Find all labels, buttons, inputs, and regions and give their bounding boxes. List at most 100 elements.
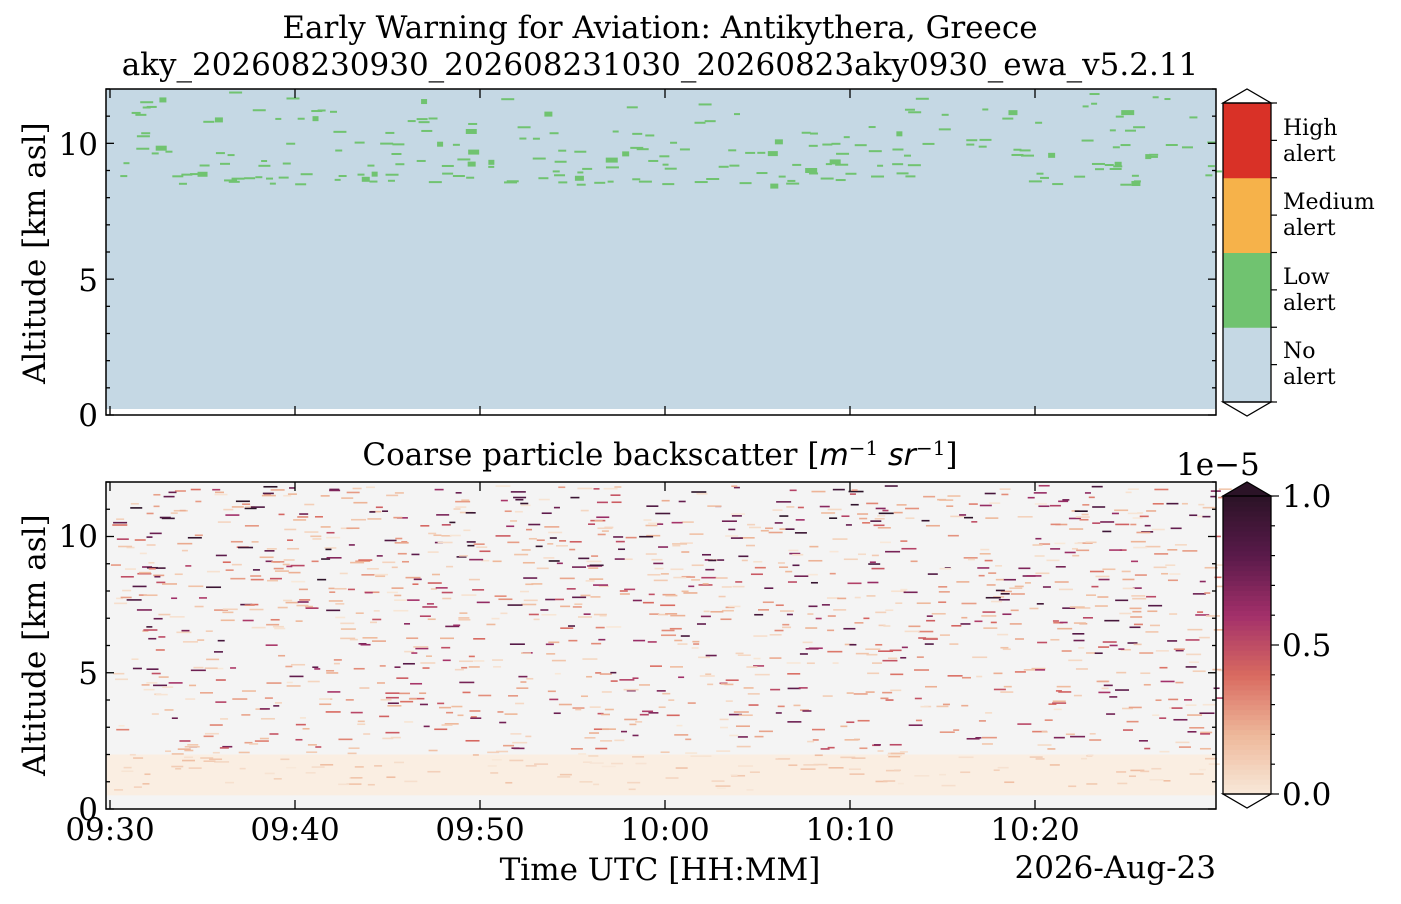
backscatter-cell bbox=[139, 552, 147, 555]
backscatter-cell bbox=[846, 692, 854, 694]
backscatter-cell bbox=[601, 691, 612, 693]
backscatter-cell bbox=[582, 761, 592, 764]
backscatter-cell bbox=[728, 713, 742, 716]
low-alert-cell bbox=[1133, 126, 1146, 129]
backscatter-cell bbox=[171, 597, 178, 600]
backscatter-cell bbox=[1130, 540, 1146, 543]
backscatter-cell bbox=[568, 639, 578, 642]
backscatter-cell bbox=[169, 616, 185, 618]
backscatter-cell bbox=[938, 586, 948, 588]
backscatter-cell bbox=[1065, 733, 1075, 736]
backscatter-cell bbox=[1187, 731, 1197, 733]
backscatter-cell bbox=[512, 741, 528, 744]
low-alert-cell bbox=[334, 178, 341, 181]
backscatter-cell bbox=[526, 528, 533, 531]
backscatter-cell bbox=[1075, 668, 1088, 670]
backscatter-cell bbox=[1086, 594, 1097, 596]
colorbar-gradient-step bbox=[1223, 699, 1271, 706]
backscatter-cell bbox=[642, 710, 654, 713]
backscatter-cell bbox=[1168, 698, 1179, 701]
backscatter-cell bbox=[883, 625, 891, 627]
backscatter-cell bbox=[772, 509, 783, 511]
backscatter-cell bbox=[295, 723, 306, 726]
low-alert-cell bbox=[1164, 98, 1171, 101]
backscatter-cell bbox=[269, 733, 279, 735]
backscatter-cell bbox=[146, 512, 154, 515]
low-alert-cell bbox=[607, 180, 614, 183]
backscatter-cell bbox=[436, 514, 450, 516]
backscatter-cell bbox=[777, 562, 785, 564]
backscatter-cell bbox=[1151, 528, 1165, 531]
backscatter-cell bbox=[827, 629, 835, 632]
backscatter-cell bbox=[220, 718, 229, 720]
backscatter-cell bbox=[380, 698, 392, 701]
backscatter-cell bbox=[549, 698, 559, 701]
backscatter-cell bbox=[497, 711, 504, 713]
low-alert-cell bbox=[266, 177, 274, 180]
backscatter-cell bbox=[146, 536, 153, 538]
backscatter-cell bbox=[805, 648, 819, 650]
backscatter-cell bbox=[748, 526, 761, 529]
colorbar-extend-bottom bbox=[1220, 401, 1274, 417]
backscatter-cell bbox=[705, 673, 712, 676]
backscatter-cell bbox=[326, 672, 339, 674]
low-alert-cell bbox=[385, 131, 395, 134]
backscatter-cell bbox=[143, 688, 155, 691]
low-alert-cell bbox=[729, 164, 740, 167]
backscatter-cell bbox=[1199, 712, 1215, 715]
backscatter-cell bbox=[799, 709, 809, 711]
backscatter-cell bbox=[441, 591, 453, 594]
low-alert-cell bbox=[488, 159, 495, 165]
backscatter-cell bbox=[1122, 587, 1135, 590]
backscatter-cell bbox=[458, 617, 470, 619]
backscatter-cell bbox=[914, 775, 930, 777]
backscatter-cell bbox=[1050, 523, 1061, 526]
backscatter-cell bbox=[829, 517, 838, 519]
backscatter-cell bbox=[1037, 641, 1048, 644]
backscatter-cell bbox=[273, 567, 284, 570]
backscatter-cell bbox=[241, 690, 256, 692]
low-alert-cell bbox=[809, 132, 818, 135]
backscatter-cell bbox=[739, 537, 755, 539]
backscatter-cell bbox=[643, 519, 652, 521]
backscatter-cell bbox=[966, 737, 980, 740]
backscatter-cell bbox=[158, 676, 169, 678]
low-alert-cell bbox=[197, 171, 208, 177]
backscatter-cell bbox=[293, 519, 307, 521]
backscatter-cell bbox=[854, 738, 861, 741]
backscatter-cell bbox=[893, 511, 903, 514]
backscatter-cell bbox=[877, 750, 884, 752]
backscatter-cell bbox=[754, 735, 764, 738]
alert-ytick-label: 10 bbox=[58, 127, 98, 163]
backscatter-cell bbox=[298, 588, 308, 591]
backscatter-cell bbox=[204, 667, 218, 669]
backscatter-cell bbox=[1079, 518, 1089, 521]
backscatter-cell bbox=[449, 534, 461, 537]
backscatter-cell bbox=[1072, 633, 1085, 635]
colorbar-segment bbox=[1223, 103, 1271, 179]
low-alert-cell bbox=[679, 148, 690, 151]
backscatter-cell bbox=[1035, 572, 1050, 575]
backscatter-cell bbox=[846, 721, 855, 724]
low-alert-cell bbox=[244, 177, 256, 180]
backscatter-cell bbox=[295, 620, 303, 622]
backscatter-cell bbox=[251, 541, 259, 543]
backscatter-cell bbox=[1149, 778, 1164, 781]
backscatter-cell bbox=[1139, 652, 1154, 654]
backscatter-cell bbox=[1072, 554, 1080, 557]
backscatter-cell bbox=[888, 755, 901, 758]
backscatter-cell bbox=[653, 562, 664, 565]
low-alert-cell bbox=[452, 143, 460, 146]
low-alert-cell bbox=[465, 128, 477, 134]
backscatter-cell bbox=[730, 513, 745, 515]
low-alert-cell bbox=[123, 162, 130, 165]
backscatter-cell bbox=[1202, 703, 1216, 706]
backscatter-cell bbox=[1031, 667, 1046, 670]
backscatter-cell bbox=[493, 666, 502, 668]
backscatter-cell bbox=[535, 545, 543, 548]
backscatter-cell bbox=[572, 707, 585, 709]
backscatter-cell bbox=[468, 655, 475, 658]
backscatter-cell bbox=[787, 673, 801, 675]
backscatter-cell bbox=[536, 567, 549, 570]
backscatter-cell bbox=[829, 572, 836, 575]
